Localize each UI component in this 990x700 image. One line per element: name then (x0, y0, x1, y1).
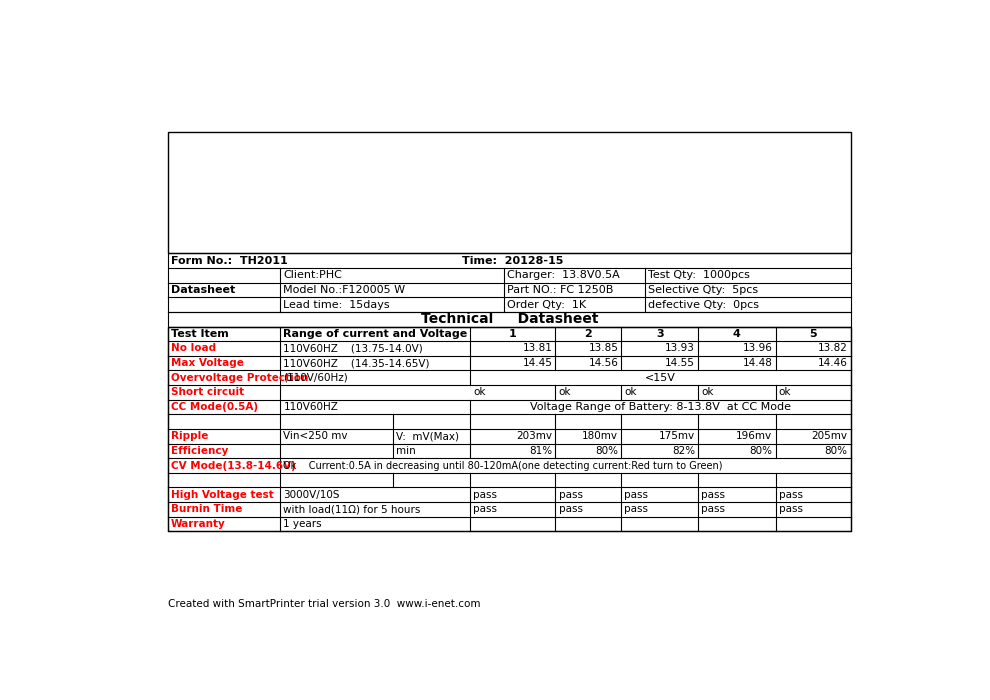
Text: 203mv: 203mv (517, 431, 552, 441)
Text: No load: No load (171, 344, 216, 354)
Text: ok: ok (701, 387, 714, 398)
Text: 13.93: 13.93 (665, 344, 695, 354)
Text: Short circuit: Short circuit (171, 387, 245, 398)
Text: 110V60HZ    (13.75-14.0V): 110V60HZ (13.75-14.0V) (283, 344, 423, 354)
Text: Test Item: Test Item (171, 329, 229, 339)
Text: Max Voltage: Max Voltage (171, 358, 244, 368)
Text: CC Mode(0.5A): CC Mode(0.5A) (171, 402, 258, 412)
Text: 2: 2 (584, 329, 592, 339)
Text: Warranty: Warranty (171, 519, 226, 529)
Text: Overvoltage Protection: Overvoltage Protection (171, 373, 309, 383)
Bar (168, 326, 850, 531)
Text: ok: ok (625, 387, 637, 398)
Text: 175mv: 175mv (658, 431, 695, 441)
Bar (168, 132, 850, 253)
Text: Part NO.: FC 1250B: Part NO.: FC 1250B (507, 285, 613, 295)
Text: pass: pass (625, 505, 648, 514)
Text: pass: pass (558, 505, 582, 514)
Text: Burnin Time: Burnin Time (171, 505, 243, 514)
Text: 81%: 81% (530, 446, 552, 456)
Text: ok: ok (558, 387, 571, 398)
Text: defective Qty:  0pcs: defective Qty: 0pcs (647, 300, 758, 309)
Text: Ripple: Ripple (171, 431, 209, 441)
Text: Lead time:  15days: Lead time: 15days (283, 300, 390, 309)
Text: Ok    Current:0.5A in decreasing until 80-120mA(one detecting current:Red turn t: Ok Current:0.5A in decreasing until 80-1… (283, 461, 723, 470)
Text: Test Qty:  1000pcs: Test Qty: 1000pcs (647, 270, 749, 280)
Text: 3000V/10S: 3000V/10S (283, 490, 340, 500)
Text: 14.46: 14.46 (818, 358, 847, 368)
Text: 205mv: 205mv (812, 431, 847, 441)
Text: 13.81: 13.81 (523, 344, 552, 354)
Text: Vin<250 mv: Vin<250 mv (283, 431, 347, 441)
Text: Created with SmartPrinter trial version 3.0  www.i-enet.com: Created with SmartPrinter trial version … (168, 598, 480, 609)
Text: Time:  20128-15: Time: 20128-15 (462, 256, 563, 266)
Text: 1 years: 1 years (283, 519, 322, 529)
Text: Model No.:F120005 W: Model No.:F120005 W (283, 285, 406, 295)
Text: High Voltage test: High Voltage test (171, 490, 274, 500)
Text: 5: 5 (809, 329, 817, 339)
Text: Charger:  13.8V0.5A: Charger: 13.8V0.5A (507, 270, 620, 280)
Text: (110V/60Hz): (110V/60Hz) (283, 373, 348, 383)
Text: ok: ok (473, 387, 486, 398)
Text: Voltage Range of Battery: 8-13.8V  at CC Mode: Voltage Range of Battery: 8-13.8V at CC … (530, 402, 791, 412)
Text: pass: pass (778, 505, 803, 514)
Text: pass: pass (778, 490, 803, 500)
Text: pass: pass (558, 490, 582, 500)
Text: pass: pass (701, 490, 725, 500)
Text: 14.48: 14.48 (742, 358, 772, 368)
Text: 80%: 80% (595, 446, 618, 456)
Text: 14.56: 14.56 (588, 358, 618, 368)
Text: 14.45: 14.45 (523, 358, 552, 368)
Text: Efficiency: Efficiency (171, 446, 229, 456)
Text: with load(11Ω) for 5 hours: with load(11Ω) for 5 hours (283, 505, 421, 514)
Text: ok: ok (778, 387, 791, 398)
Text: Selective Qty:  5pcs: Selective Qty: 5pcs (647, 285, 757, 295)
Text: pass: pass (625, 490, 648, 500)
Text: 180mv: 180mv (582, 431, 618, 441)
Text: 3: 3 (655, 329, 663, 339)
Text: min: min (396, 446, 416, 456)
Text: 80%: 80% (749, 446, 772, 456)
Text: 196mv: 196mv (737, 431, 772, 441)
Text: 82%: 82% (672, 446, 695, 456)
Text: Form No.:  TH2011: Form No.: TH2011 (171, 256, 288, 266)
Text: 13.82: 13.82 (818, 344, 847, 354)
Text: 13.85: 13.85 (588, 344, 618, 354)
Text: 1: 1 (509, 329, 517, 339)
Text: pass: pass (473, 490, 497, 500)
Text: CV Mode(13.8-14.6V): CV Mode(13.8-14.6V) (171, 461, 296, 470)
Text: 110V60HZ: 110V60HZ (283, 402, 339, 412)
Text: Technical     Datasheet: Technical Datasheet (421, 312, 598, 326)
Text: Datasheet: Datasheet (171, 285, 236, 295)
Text: 4: 4 (733, 329, 741, 339)
Text: <15V: <15V (645, 373, 676, 383)
Bar (168, 312, 850, 326)
Text: V:  mV(Max): V: mV(Max) (396, 431, 458, 441)
Text: Range of current and Voltage: Range of current and Voltage (283, 329, 467, 339)
Text: 110V60HZ    (14.35-14.65V): 110V60HZ (14.35-14.65V) (283, 358, 430, 368)
Text: Client:PHC: Client:PHC (283, 270, 343, 280)
Text: pass: pass (473, 505, 497, 514)
Bar (168, 326, 850, 341)
Text: pass: pass (701, 505, 725, 514)
Text: 13.96: 13.96 (742, 344, 772, 354)
Text: Order Qty:  1K: Order Qty: 1K (507, 300, 586, 309)
Text: 80%: 80% (825, 446, 847, 456)
Bar (168, 253, 850, 268)
Text: 14.55: 14.55 (665, 358, 695, 368)
